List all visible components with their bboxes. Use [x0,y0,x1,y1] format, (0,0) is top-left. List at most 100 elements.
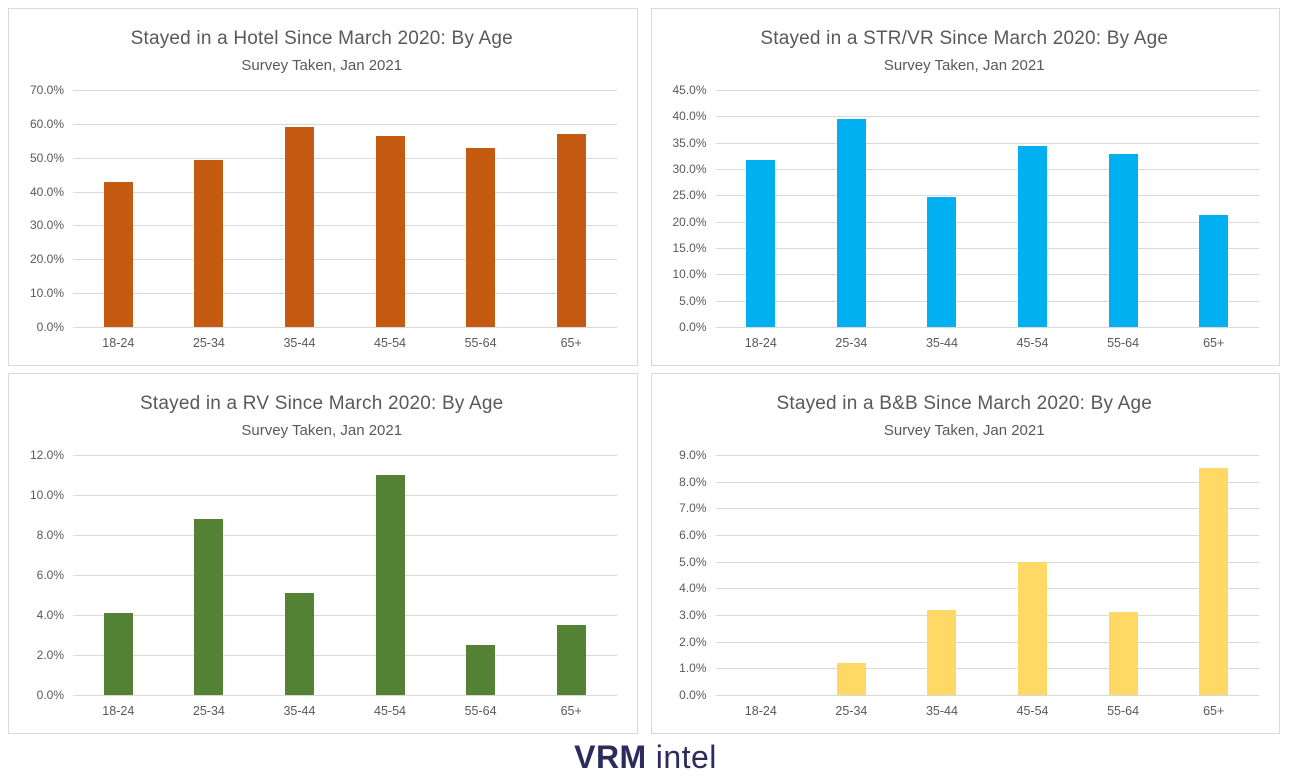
logo-text-vrm: VRM [574,739,647,775]
y-tick-label: 6.0% [679,527,707,542]
y-tick-label: 10.0% [29,487,64,502]
y-tick-label: 25.0% [672,188,707,203]
gridline [715,614,1259,616]
bar-series [73,455,617,695]
gridline [73,494,617,496]
gridline [73,259,617,261]
chart-subtitle: Survey Taken, Jan 2021 [241,422,403,439]
bar-55-64 [466,645,496,695]
gridline [715,90,1259,91]
y-tick-label: 35.0% [672,135,707,150]
x-tick-label: 55-64 [1107,704,1140,718]
vrmintel-logo: VRM intel [0,734,1291,781]
gridline [715,668,1259,670]
bar-18-24 [103,182,133,327]
plot-area: 12.0% 10.0% 8.0% 6.0% 4.0% 2.0% 0.0% [19,448,625,702]
gridline [73,534,617,536]
y-tick-label: 2.0% [36,648,64,662]
y-tick-label: 0.0% [36,320,64,334]
bar-slot [806,455,897,695]
chart-title: Stayed in a STR/VR Since March 2020: By … [760,28,1169,49]
chart-panel-strvr: Stayed in a STR/VR Since March 2020: By … [650,8,1280,366]
x-axis: 18-24 25-34 35-44 45-54 55-64 65+ [716,327,1260,359]
x-tick-label: 25-34 [835,704,868,718]
chart-panel-hotel: Stayed in a Hotel Since March 2020: By A… [8,8,638,366]
bar-65+ [1199,468,1229,695]
y-tick-label: 5.0% [679,293,707,308]
x-axis: 18-24 25-34 35-44 45-54 55-64 65+ [716,695,1260,727]
x-tick-label: 18-24 [744,336,777,350]
bar-slot [526,90,617,327]
x-tick-label: 35-44 [283,704,316,718]
plot-region [73,455,617,696]
charts-grid: Stayed in a Hotel Since March 2020: By A… [8,8,1280,734]
bar-slot [73,455,164,695]
y-axis: 12.0% 10.0% 8.0% 6.0% 4.0% 2.0% 0.0% [19,448,73,702]
chart-title: Stayed in a RV Since March 2020: By Age [140,393,504,414]
bar-25-34 [836,663,866,695]
bar-slot [1078,455,1169,695]
bar-slot [806,90,897,327]
bar-25-34 [194,519,224,695]
bar-65+ [556,133,586,327]
gridline [715,561,1259,563]
bar-slot [716,90,807,327]
gridline [73,225,617,227]
gridline [715,142,1259,144]
bar-18-24 [103,613,133,695]
gridline [73,455,617,456]
y-axis: 70.0% 60.0% 50.0% 40.0% 30.0% 20.0% 10.0% 0.0% [19,83,73,334]
x-tick-label: 25-34 [835,336,868,350]
x-tick-label: 18-24 [102,704,135,718]
bar-series [716,455,1260,695]
y-tick-label: 8.0% [679,474,707,489]
y-tick-label: 20.0% [672,214,707,229]
x-tick-label: 35-44 [283,336,316,350]
gridline [73,123,617,125]
gridline [73,327,617,328]
y-tick-label: 5.0% [679,554,707,569]
bar-slot [345,90,436,327]
plot-region [715,90,1259,328]
bar-65+ [1199,215,1229,327]
x-axis: 18-24 25-34 35-44 45-54 55-64 65+ [73,695,617,727]
gridline [715,695,1259,696]
gridline [715,481,1259,483]
bar-45-54 [375,135,405,327]
bar-55-64 [1108,154,1138,327]
x-tick-label: 55-64 [464,336,497,350]
bar-35-44 [284,593,314,695]
bar-slot [164,90,255,327]
y-tick-label: 7.0% [679,501,707,516]
y-tick-label: 10.0% [672,267,707,282]
bar-slot [1078,90,1169,327]
chart-title: Stayed in a Hotel Since March 2020: By A… [130,28,513,49]
y-tick-label: 70.0% [29,83,64,97]
gridline [715,508,1259,510]
bar-series [73,90,617,327]
y-tick-label: 12.0% [29,448,64,462]
x-tick-label: 18-24 [102,336,135,350]
x-tick-label: 25-34 [192,336,225,350]
y-tick-label: 9.0% [679,448,707,462]
y-tick-label: 30.0% [29,218,64,233]
y-axis: 45.0% 40.0% 35.0% 30.0% 25.0% 20.0% 15.0% 10.0%… [662,83,716,334]
plot-area: 45.0% 40.0% 35.0% 30.0% 25.0% 20.0% 15.0% 10.0%… [662,83,1268,334]
y-tick-label: 15.0% [672,240,707,255]
y-tick-label: 3.0% [679,607,707,622]
y-tick-label: 1.0% [679,661,707,676]
x-tick-label: 45-54 [374,336,407,350]
gridline [715,455,1259,456]
bar-18-24 [746,160,776,327]
gridline [715,327,1259,328]
bar-slot [345,455,436,695]
gridline [73,575,617,576]
y-tick-label: 0.0% [36,688,64,702]
gridline [73,293,617,295]
gridline [715,588,1259,590]
plot-area: 70.0% 60.0% 50.0% 40.0% 30.0% 20.0% 10.0% 0.0% [19,83,625,334]
y-tick-label: 40.0% [29,184,64,199]
y-tick-label: 6.0% [36,568,64,582]
chart-subtitle: Survey Taken, Jan 2021 [241,57,403,74]
